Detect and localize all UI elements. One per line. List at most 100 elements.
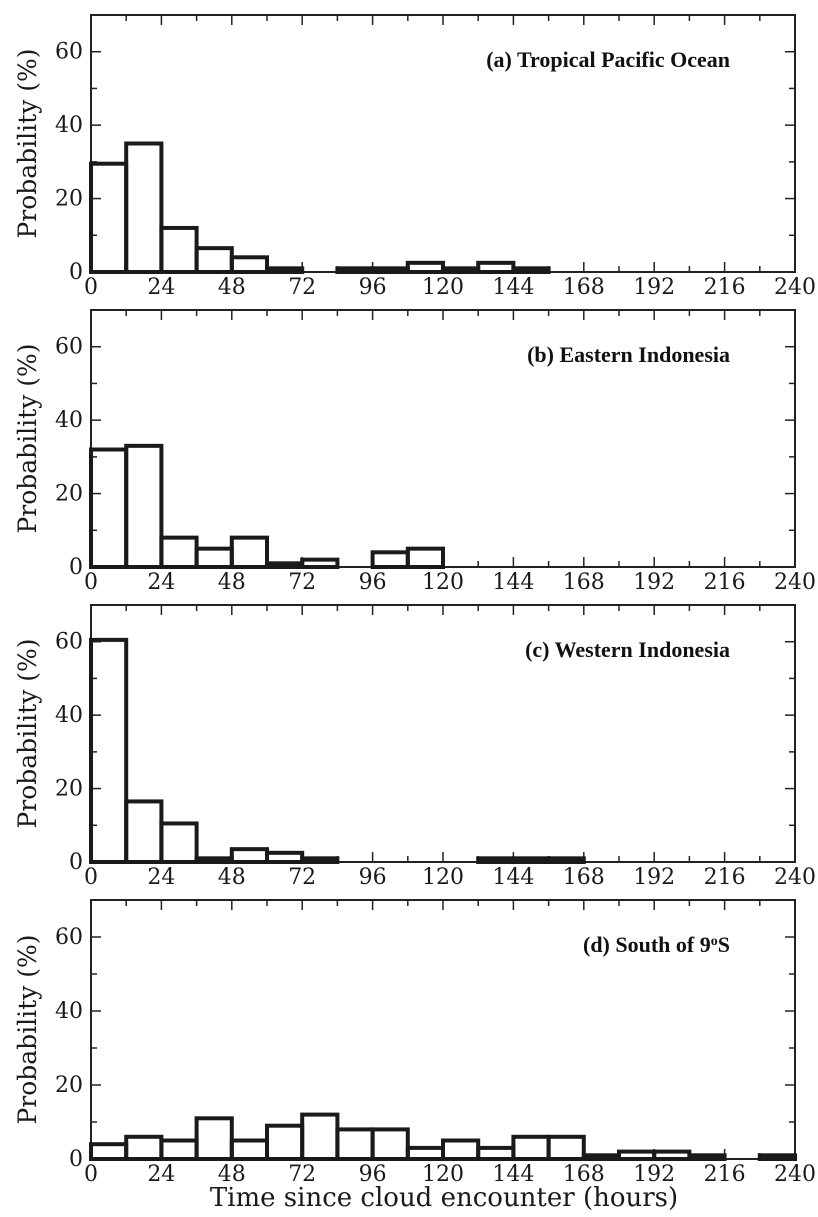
x-tick-label-b: 48	[218, 570, 246, 595]
y-axis-label-b: Probability (%)	[13, 343, 42, 533]
y-tick-label-d: 20	[55, 1073, 83, 1098]
histogram-bar-d	[476, 1145, 516, 1162]
y-tick-label-c: 20	[55, 777, 83, 802]
x-tick-label-c: 144	[492, 865, 534, 890]
histogram-bar-b	[159, 535, 199, 570]
histogram-bar-b	[405, 546, 445, 570]
y-axis-label-a: Probability (%)	[13, 48, 42, 238]
histogram-bar-d	[617, 1149, 657, 1161]
panel-title-c: (c) Western Indonesia	[525, 637, 730, 662]
panel-title-a: (a) Tropical Pacific Ocean	[486, 47, 730, 72]
y-tick-label-c: 60	[55, 630, 83, 655]
x-tick-label-a: 24	[147, 275, 175, 300]
histogram-bar-c	[265, 850, 305, 864]
x-tick-label-b: 120	[422, 570, 464, 595]
histogram-bar-d	[757, 1153, 797, 1162]
x-tick-label-b: 144	[492, 570, 534, 595]
histogram-bar-d	[511, 1134, 551, 1162]
y-tick-label-d: 60	[55, 925, 83, 950]
histogram-bar-b	[265, 561, 305, 569]
histogram-bar-d	[687, 1153, 727, 1162]
y-tick-label-c: 0	[69, 850, 83, 875]
histogram-bar-b	[124, 443, 164, 570]
x-tick-label-a: 168	[563, 275, 605, 300]
histogram-bar-b	[89, 447, 129, 569]
x-tick-label-d: 216	[704, 1162, 746, 1187]
histogram-bar-a	[405, 260, 445, 275]
histogram-bar-b	[194, 546, 234, 570]
x-tick-label-a: 0	[84, 275, 98, 300]
x-tick-label-a: 144	[492, 275, 534, 300]
x-tick-label-d: 192	[633, 1162, 675, 1187]
histogram-bar-a	[159, 225, 199, 274]
x-tick-label-d: 0	[84, 1162, 98, 1187]
x-tick-label-c: 168	[563, 865, 605, 890]
histogram-bar-a	[441, 266, 481, 275]
x-tick-label-c: 0	[84, 865, 98, 890]
histogram-bar-d	[370, 1127, 410, 1162]
histogram-bar-b	[229, 535, 270, 570]
y-tick-label-b: 0	[69, 555, 83, 580]
y-tick-label-d: 40	[55, 999, 83, 1024]
x-axis-label: Time since cloud encounter (hours)	[210, 1183, 678, 1213]
histogram-bar-a	[89, 161, 129, 274]
x-tick-label-d: 168	[563, 1162, 605, 1187]
x-tick-label-c: 48	[218, 865, 246, 890]
y-axis-label-d: Probability (%)	[13, 934, 42, 1124]
histogram-bar-d	[546, 1134, 586, 1162]
x-tick-label-b: 216	[704, 570, 746, 595]
x-tick-label-b: 168	[563, 570, 605, 595]
x-tick-label-c: 192	[633, 865, 675, 890]
x-tick-label-c: 72	[288, 865, 316, 890]
x-tick-label-c: 120	[422, 865, 464, 890]
x-tick-label-d: 120	[422, 1162, 464, 1187]
x-tick-label-d: 72	[288, 1162, 316, 1187]
y-tick-label-a: 0	[69, 260, 83, 285]
y-tick-label-a: 60	[55, 40, 83, 65]
histogram-bar-c	[300, 856, 340, 864]
histogram-bar-c	[124, 799, 164, 865]
histogram-bar-c	[159, 821, 199, 865]
histogram-bar-a	[335, 266, 375, 275]
histogram-bar-d	[300, 1112, 340, 1161]
histogram-bar-d	[441, 1138, 481, 1161]
y-tick-label-b: 40	[55, 408, 83, 433]
x-tick-label-a: 96	[359, 275, 387, 300]
panel-c: 0 24 48 72 96 120 144 168 192 216 240 0 20 40 60 Probab…	[13, 604, 816, 890]
histogram-bar-b	[370, 550, 410, 569]
x-tick-label-b: 0	[84, 570, 98, 595]
histogram-bar-d	[89, 1142, 129, 1161]
histogram-bar-a	[194, 246, 234, 274]
y-tick-label-a: 40	[55, 113, 83, 138]
y-tick-label-d: 0	[69, 1147, 83, 1172]
histogram-bar-a	[229, 255, 270, 275]
x-tick-label-b: 72	[288, 570, 316, 595]
x-tick-label-b: 192	[633, 570, 675, 595]
histogram-bar-d	[652, 1149, 692, 1161]
x-tick-label-c: 96	[359, 865, 387, 890]
x-tick-label-d: 240	[774, 1162, 816, 1187]
panel-b: 0 24 48 72 96 120 144 168 192 216 240 0 20 40 60 Probab…	[13, 309, 816, 595]
histogram-bar-d	[265, 1123, 305, 1161]
x-tick-label-c: 24	[147, 865, 175, 890]
x-tick-label-c: 240	[774, 865, 816, 890]
x-tick-label-b: 96	[359, 570, 387, 595]
x-tick-label-d: 48	[218, 1162, 246, 1187]
histogram-bar-c	[511, 856, 551, 864]
x-tick-label-a: 48	[218, 275, 246, 300]
histogram-bar-c	[476, 856, 516, 864]
histogram-bar-c	[194, 856, 234, 864]
histogram-bar-d	[124, 1134, 164, 1162]
panel-title-b: (b) Eastern Indonesia	[527, 342, 730, 367]
y-axis-label-c: Probability (%)	[13, 638, 42, 828]
histogram-bar-b	[300, 557, 340, 570]
histogram-bar-a	[370, 266, 410, 275]
y-tick-label-c: 40	[55, 703, 83, 728]
histogram-bar-c	[229, 847, 270, 865]
x-tick-label-d: 24	[147, 1162, 175, 1187]
histogram-bar-d	[405, 1145, 445, 1162]
x-tick-label-d: 144	[492, 1162, 534, 1187]
x-tick-label-a: 240	[774, 275, 816, 300]
histogram-bar-d	[194, 1116, 234, 1162]
